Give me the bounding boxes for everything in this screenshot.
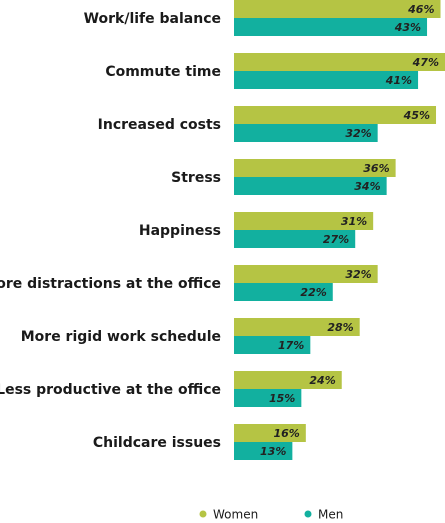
bar-women-more-rigid-work-schedule — [234, 318, 360, 336]
legend-swatch-women — [199, 510, 207, 518]
value-label-men-more-rigid-work-schedule: 17% — [278, 339, 304, 352]
category-label-happiness: Happiness — [139, 223, 221, 239]
bar-men-work-life-balance — [234, 18, 428, 36]
legend: Women Men — [199, 508, 343, 522]
bars — [234, 0, 445, 460]
category-label-work-life-balance: Work/life balance — [84, 11, 221, 27]
value-label-women-work-life-balance: 46% — [407, 3, 434, 16]
value-label-men-childcare-issues: 13% — [260, 445, 286, 458]
legend-label-men: Men — [318, 508, 343, 522]
bar-men-more-rigid-work-schedule — [234, 336, 311, 354]
value-labels: 46% 43% 47%41% 45% 32% 36% 34% 31% 27% 32% 22% 28% 1… — [260, 3, 439, 458]
category-label-more-distractions-at-the-office: More distractions at the office — [0, 276, 221, 292]
category-labels: Work/life balance Commute time Increased c… — [0, 11, 221, 451]
legend-swatch-men — [304, 510, 312, 518]
category-label-more-rigid-work-schedule: More rigid work schedule — [21, 329, 221, 345]
value-label-men-stress: 34% — [354, 180, 380, 193]
value-label-women-childcare-issues: 16% — [273, 427, 299, 440]
bar-men-happiness — [234, 230, 356, 248]
value-label-women-commute-time: 47% — [412, 56, 439, 69]
bar-women-happiness — [234, 212, 374, 230]
bar-women-increased-costs — [234, 106, 437, 124]
bar-women-more-distractions-at-the-office — [234, 265, 378, 283]
value-label-men-work-life-balance: 43% — [394, 21, 421, 34]
legend-item-women: Women — [199, 508, 258, 522]
bar-men-more-distractions-at-the-office — [234, 283, 333, 301]
bar-men-stress — [234, 177, 387, 195]
value-label-men-commute-time: 41% — [385, 74, 412, 87]
value-label-women-more-distractions-at-the-office: 32% — [345, 268, 371, 281]
value-label-men-increased-costs: 32% — [345, 127, 371, 140]
bar-women-less-productive-at-the-office — [234, 371, 342, 389]
bar-women-childcare-issues — [234, 424, 306, 442]
legend-item-men: Men — [304, 508, 343, 522]
bar-women-commute-time — [234, 53, 445, 71]
value-label-men-happiness: 27% — [323, 233, 349, 246]
bar-men-commute-time — [234, 71, 419, 89]
category-label-increased-costs: Increased costs — [98, 117, 221, 133]
value-label-women-increased-costs: 45% — [403, 109, 430, 122]
bar-men-increased-costs — [234, 124, 378, 142]
category-label-childcare-issues: Childcare issues — [93, 435, 221, 451]
value-label-men-more-distractions-at-the-office: 22% — [300, 286, 326, 299]
value-label-men-less-productive-at-the-office: 15% — [269, 392, 295, 405]
bar-women-stress — [234, 159, 396, 177]
category-label-stress: Stress — [171, 170, 221, 186]
value-label-women-less-productive-at-the-office: 24% — [309, 374, 335, 387]
bar-men-childcare-issues — [234, 442, 293, 460]
legend-label-women: Women — [213, 508, 258, 522]
category-label-commute-time: Commute time — [105, 64, 221, 80]
value-label-women-more-rigid-work-schedule: 28% — [327, 321, 353, 334]
bar-women-work-life-balance — [234, 0, 441, 18]
value-label-women-happiness: 31% — [341, 215, 367, 228]
category-label-less-productive-at-the-office: Less productive at the office — [0, 382, 221, 398]
value-label-women-stress: 36% — [363, 162, 389, 175]
bar-men-less-productive-at-the-office — [234, 389, 302, 407]
